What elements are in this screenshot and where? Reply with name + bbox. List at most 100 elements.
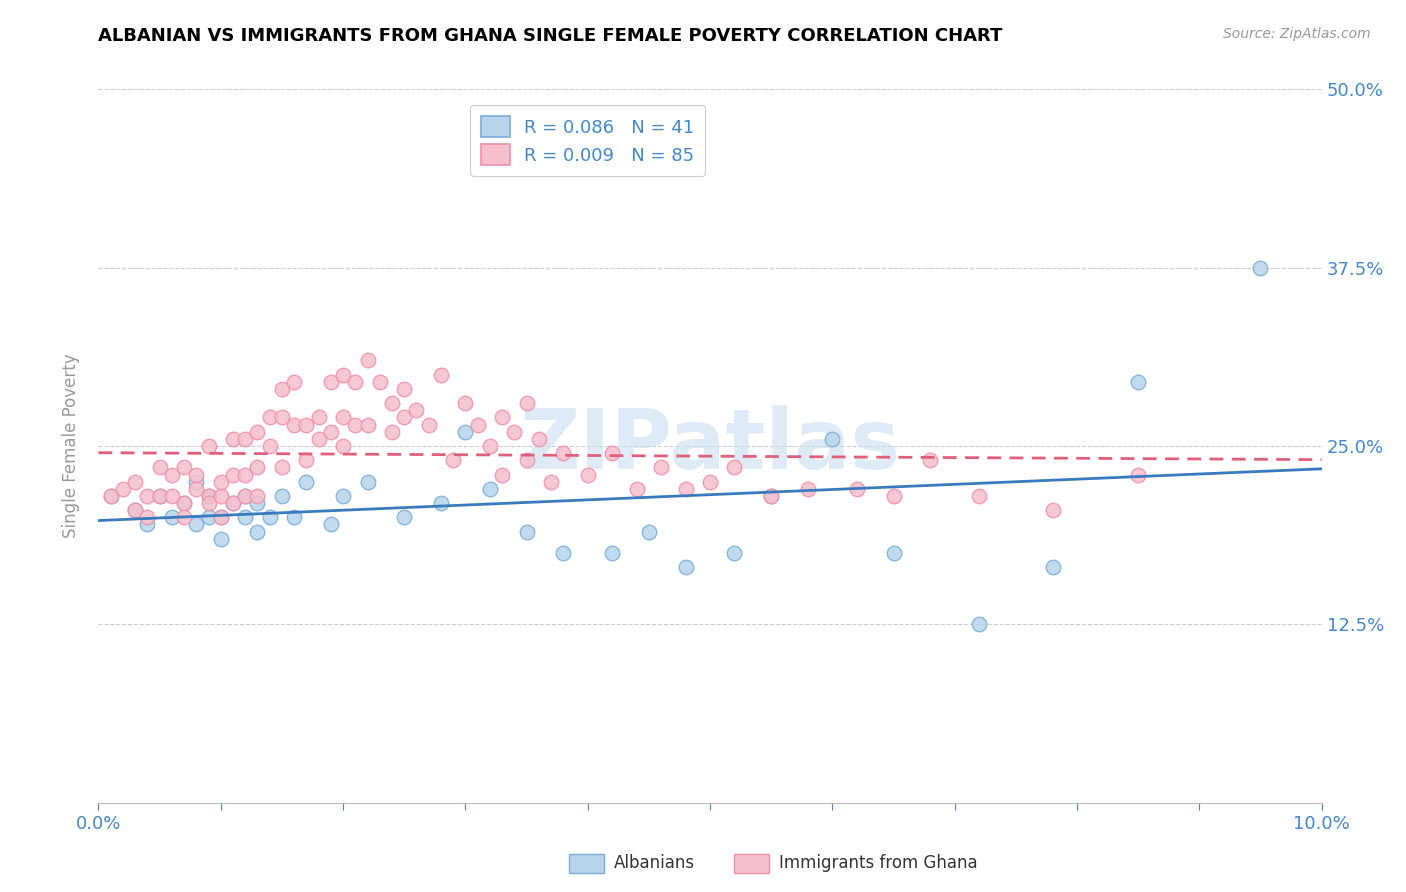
Point [675,560,697,574]
Point [246,489,269,503]
Point [332,439,354,453]
Text: Immigrants from Ghana: Immigrants from Ghana [779,855,977,872]
Point [209,489,232,503]
Point [650,460,672,475]
Point [270,382,292,396]
Point [246,460,269,475]
Point [1249,260,1271,275]
Point [430,496,453,510]
Point [295,417,318,432]
Point [1042,503,1064,517]
Point [259,410,281,425]
Point [233,432,256,446]
Point [319,375,342,389]
Point [527,432,550,446]
Point [209,510,232,524]
Point [222,496,245,510]
Point [356,475,378,489]
Point [136,510,159,524]
Point [186,482,208,496]
Point [381,396,404,410]
Point [883,489,905,503]
Point [478,482,501,496]
Point [516,453,538,467]
Point [516,524,538,539]
Point [441,453,464,467]
Point [136,517,159,532]
Point [283,375,305,389]
Point [797,482,820,496]
Point [759,489,782,503]
Point [576,467,599,482]
Point [100,489,122,503]
Point [209,475,232,489]
Point [553,446,575,460]
Point [356,417,378,432]
Point [430,368,453,382]
Point [308,432,330,446]
Point [491,410,513,425]
Point [920,453,942,467]
Point [967,617,990,632]
Point [332,368,354,382]
Point [344,375,367,389]
Point [1128,375,1150,389]
Point [160,510,183,524]
Point [173,496,195,510]
Point [197,510,219,524]
Point [186,517,208,532]
Point [1128,467,1150,482]
Point [197,496,219,510]
Point [454,425,477,439]
Point [173,510,195,524]
Point [124,503,146,517]
Point [246,524,269,539]
Point [197,489,219,503]
Point [197,439,219,453]
Point [478,439,501,453]
Point [723,460,745,475]
Point [222,467,245,482]
Point [381,425,404,439]
Point [233,489,256,503]
Point [283,417,305,432]
Point [967,489,990,503]
Point [149,489,172,503]
Point [124,503,146,517]
Point [233,467,256,482]
Point [356,353,378,368]
Point [626,482,648,496]
Text: Albanians: Albanians [613,855,695,872]
Point [283,510,305,524]
Point [246,425,269,439]
Point [821,432,844,446]
Point [308,410,330,425]
Point [233,489,256,503]
Point [160,489,183,503]
Point [319,517,342,532]
Point [173,460,195,475]
Point [222,496,245,510]
Point [173,496,195,510]
Point [149,460,172,475]
Point [124,475,146,489]
Point [160,467,183,482]
Point [553,546,575,560]
Text: ZIPatlas: ZIPatlas [520,406,900,486]
Text: ALBANIAN VS IMMIGRANTS FROM GHANA SINGLE FEMALE POVERTY CORRELATION CHART: ALBANIAN VS IMMIGRANTS FROM GHANA SINGLE… [98,27,1002,45]
Point [270,460,292,475]
Point [246,496,269,510]
Point [209,532,232,546]
Point [319,425,342,439]
Point [368,375,391,389]
Point [209,510,232,524]
Point [675,482,697,496]
Point [149,489,172,503]
Point [136,489,159,503]
Point [186,467,208,482]
Point [759,489,782,503]
Point [392,410,416,425]
Legend: R = 0.086   N = 41, R = 0.009   N = 85: R = 0.086 N = 41, R = 0.009 N = 85 [470,105,706,176]
Point [197,489,219,503]
Point [259,439,281,453]
